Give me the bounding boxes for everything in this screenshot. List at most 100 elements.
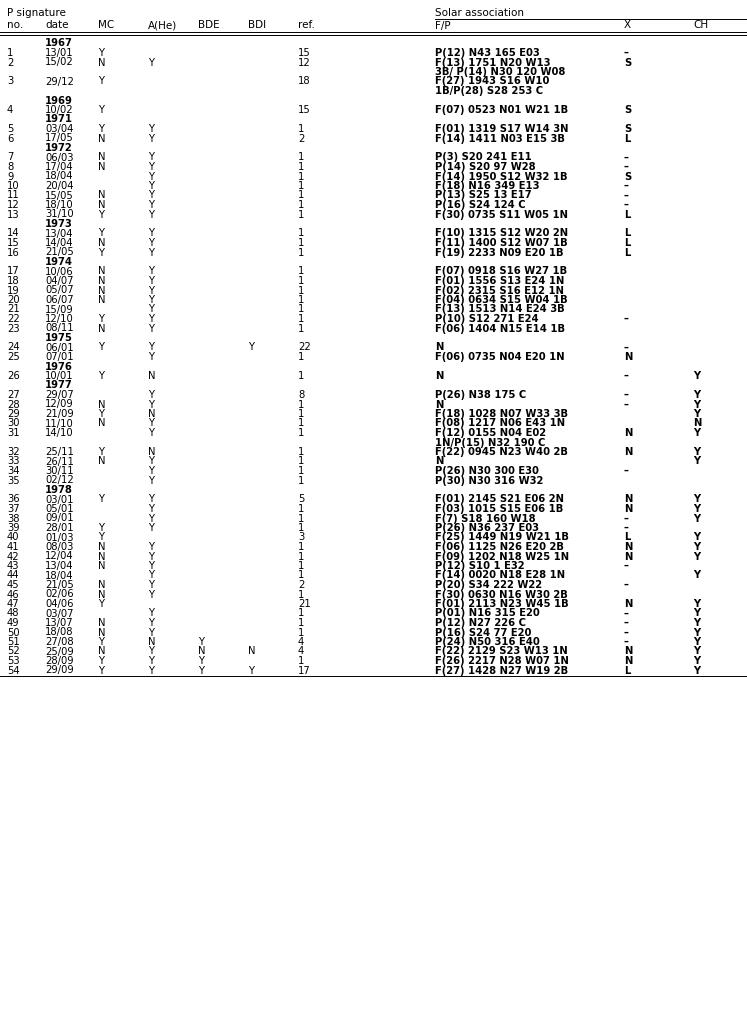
- Text: Y: Y: [693, 371, 700, 381]
- Text: 40: 40: [7, 533, 19, 542]
- Text: 6: 6: [7, 133, 13, 144]
- Text: 1: 1: [298, 162, 304, 172]
- Text: CH: CH: [693, 20, 708, 31]
- Text: Y: Y: [693, 618, 700, 628]
- Text: F(30) 0735 S11 W05 1N: F(30) 0735 S11 W05 1N: [435, 209, 568, 219]
- Text: 30/11: 30/11: [45, 466, 74, 476]
- Text: 45: 45: [7, 580, 19, 590]
- Text: N: N: [98, 200, 105, 210]
- Text: 07/01: 07/01: [45, 352, 74, 362]
- Text: 23: 23: [7, 324, 19, 333]
- Text: Y: Y: [248, 665, 254, 675]
- Text: date: date: [45, 20, 69, 31]
- Text: 1: 1: [298, 656, 304, 666]
- Text: N: N: [624, 504, 633, 514]
- Text: 1973: 1973: [45, 219, 72, 229]
- Text: 25/09: 25/09: [45, 647, 74, 656]
- Text: 10: 10: [7, 181, 19, 191]
- Text: 17/04: 17/04: [45, 162, 74, 172]
- Text: Y: Y: [98, 494, 104, 504]
- Text: 1: 1: [298, 504, 304, 514]
- Text: N: N: [148, 447, 155, 457]
- Text: 27/08: 27/08: [45, 637, 74, 647]
- Text: 1: 1: [298, 418, 304, 428]
- Text: Y: Y: [148, 266, 154, 277]
- Text: 38: 38: [7, 514, 19, 524]
- Text: 50: 50: [7, 627, 19, 638]
- Text: 1: 1: [298, 266, 304, 277]
- Text: F(7) S18 160 W18: F(7) S18 160 W18: [435, 514, 536, 524]
- Text: 1: 1: [298, 551, 304, 562]
- Text: 46: 46: [7, 589, 19, 600]
- Text: F(04) 0634 S15 W04 1B: F(04) 0634 S15 W04 1B: [435, 295, 568, 305]
- Text: –: –: [624, 48, 629, 58]
- Text: N: N: [435, 342, 444, 353]
- Text: 1: 1: [298, 400, 304, 410]
- Text: 18: 18: [298, 77, 311, 86]
- Text: Y: Y: [98, 665, 104, 675]
- Text: 54: 54: [7, 665, 19, 675]
- Text: N: N: [624, 494, 633, 504]
- Text: F(07) 0523 N01 W21 1B: F(07) 0523 N01 W21 1B: [435, 105, 568, 115]
- Text: F(01) 2145 S21 E06 2N: F(01) 2145 S21 E06 2N: [435, 494, 564, 504]
- Text: 1: 1: [298, 124, 304, 134]
- Text: N: N: [98, 647, 105, 656]
- Text: 1: 1: [298, 409, 304, 419]
- Text: 25/11: 25/11: [45, 447, 74, 457]
- Text: Y: Y: [148, 618, 154, 628]
- Text: Y: Y: [693, 456, 700, 466]
- Text: Y: Y: [198, 637, 204, 647]
- Text: N: N: [624, 352, 633, 362]
- Text: ref.: ref.: [298, 20, 315, 31]
- Text: P(16) S24 124 C: P(16) S24 124 C: [435, 200, 526, 210]
- Text: F(06) 1404 N15 E14 1B: F(06) 1404 N15 E14 1B: [435, 324, 565, 333]
- Text: F(02) 2315 S16 E12 1N: F(02) 2315 S16 E12 1N: [435, 286, 564, 295]
- Text: 21/09: 21/09: [45, 409, 74, 419]
- Text: Y: Y: [148, 456, 154, 466]
- Text: 19: 19: [7, 286, 19, 295]
- Text: N: N: [624, 447, 633, 457]
- Text: F(08) 1217 N06 E43 1N: F(08) 1217 N06 E43 1N: [435, 418, 565, 428]
- Text: N: N: [98, 542, 105, 552]
- Text: Y: Y: [693, 627, 700, 638]
- Text: –: –: [624, 400, 629, 410]
- Text: 1974: 1974: [45, 257, 73, 266]
- Text: 1: 1: [298, 191, 304, 201]
- Text: Y: Y: [148, 191, 154, 201]
- Text: 04/06: 04/06: [45, 599, 73, 609]
- Text: 3: 3: [7, 77, 13, 86]
- Text: 13/04: 13/04: [45, 561, 73, 571]
- Text: N: N: [198, 647, 205, 656]
- Text: Y: Y: [148, 647, 154, 656]
- Text: 13: 13: [7, 209, 19, 219]
- Text: 8: 8: [298, 390, 304, 400]
- Text: 31: 31: [7, 428, 19, 438]
- Text: –: –: [624, 342, 629, 353]
- Text: F(12) 0155 N04 E02: F(12) 0155 N04 E02: [435, 428, 546, 438]
- Text: Y: Y: [693, 447, 700, 457]
- Text: L: L: [624, 247, 630, 257]
- Text: 1978: 1978: [45, 485, 73, 495]
- Text: –: –: [624, 200, 629, 210]
- Text: Y: Y: [148, 551, 154, 562]
- Text: 11: 11: [7, 191, 19, 201]
- Text: 13/01: 13/01: [45, 48, 74, 58]
- Text: –: –: [624, 390, 629, 400]
- Text: P(13) S25 13 E17: P(13) S25 13 E17: [435, 191, 532, 201]
- Text: 21: 21: [298, 599, 311, 609]
- Text: Y: Y: [148, 209, 154, 219]
- Text: F(30) 0630 N16 W30 2B: F(30) 0630 N16 W30 2B: [435, 589, 568, 600]
- Text: N: N: [624, 656, 633, 666]
- Text: Y: Y: [148, 665, 154, 675]
- Text: A(He): A(He): [148, 20, 177, 31]
- Text: N: N: [624, 428, 633, 438]
- Text: Y: Y: [693, 504, 700, 514]
- Text: Y: Y: [148, 295, 154, 305]
- Text: L: L: [624, 209, 630, 219]
- Text: 03/04: 03/04: [45, 124, 73, 134]
- Text: Y: Y: [693, 428, 700, 438]
- Text: L: L: [624, 133, 630, 144]
- Text: S: S: [624, 57, 631, 68]
- Text: 03/07: 03/07: [45, 609, 73, 618]
- Text: N: N: [98, 400, 105, 410]
